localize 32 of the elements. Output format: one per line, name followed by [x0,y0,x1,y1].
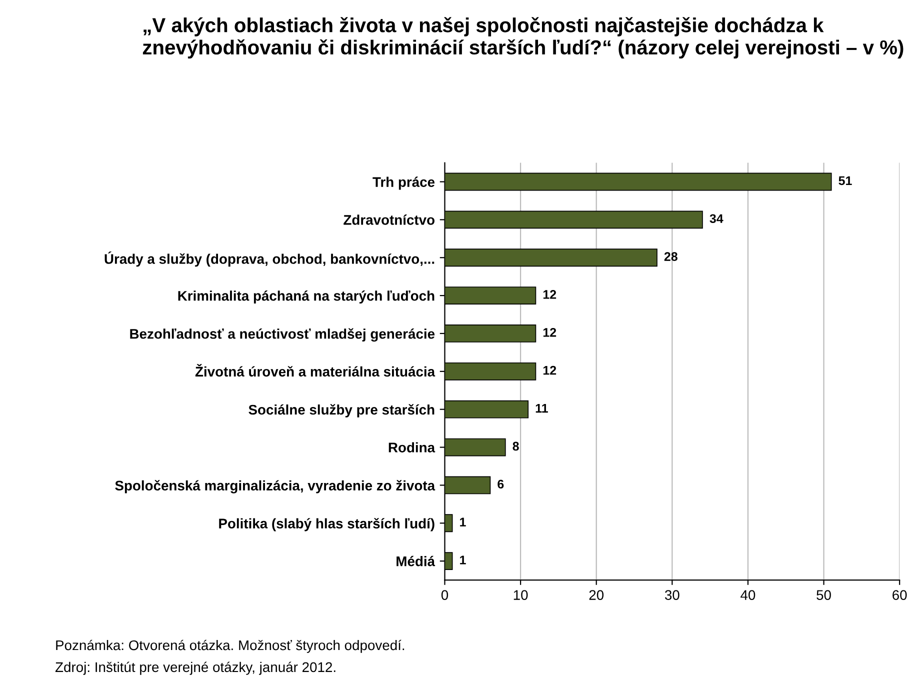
data-label: 12 [543,290,556,299]
x-tick-label: 50 [816,590,831,600]
x-tick-label: 10 [514,590,528,600]
y-tick-label: Spoločenská marginalizácia, vyradenie zo života [115,480,436,494]
y-tick-label: Politika (slabý hlas starších ľudí) [219,518,434,532]
data-label: 34 [710,214,724,224]
chart-title: „V akých oblastiach života v našej spoločnosti najčastejšie dochádza k znevýhodňovaniu či diskriminácií starších ľudí?“ (názory celej verejnosti – v %) [142,17,904,59]
x-tick-label: 60 [892,590,907,600]
y-tick-label: Úrady a služby (doprava, obchod, bankovníctvo,... [104,251,434,267]
y-tick-label: Trh práce [372,176,435,190]
y-tick-label: Zdravotníctvo [344,214,434,225]
data-label: 12 [543,366,556,375]
x-tick-label: 20 [589,590,604,600]
data-label: 12 [543,328,556,337]
y-tick-label: Médiá [396,556,436,566]
y-tick-label: Sociálne služby pre starších [248,404,434,418]
data-label: 1 [460,556,466,564]
x-tick-label: 30 [664,590,680,600]
data-label: 11 [536,404,548,413]
y-tick-label: Kriminalita páchaná na starých ľuďoch [178,290,434,304]
data-label: 1 [460,518,466,526]
data-label: 51 [838,176,852,186]
y-tick-label: Bezohľadnosť a neúctivosť mladšej generácie [130,328,435,342]
x-tick-label: 40 [740,590,756,600]
data-label: 8 [512,442,519,451]
data-label: 28 [664,252,678,261]
data-label: 6 [498,480,504,489]
y-tick-label: Životná úroveň a materiálna situácia [195,364,436,377]
y-tick-label: Rodina [388,442,436,452]
x-tick-label: 0 [441,590,448,600]
text: Zdroj: Inštitút pre verejné otázky, január 2012. [55,662,336,675]
text: Poznámka: Otvorená otázka. Možnosť štyroch odpovedí. [56,640,404,653]
